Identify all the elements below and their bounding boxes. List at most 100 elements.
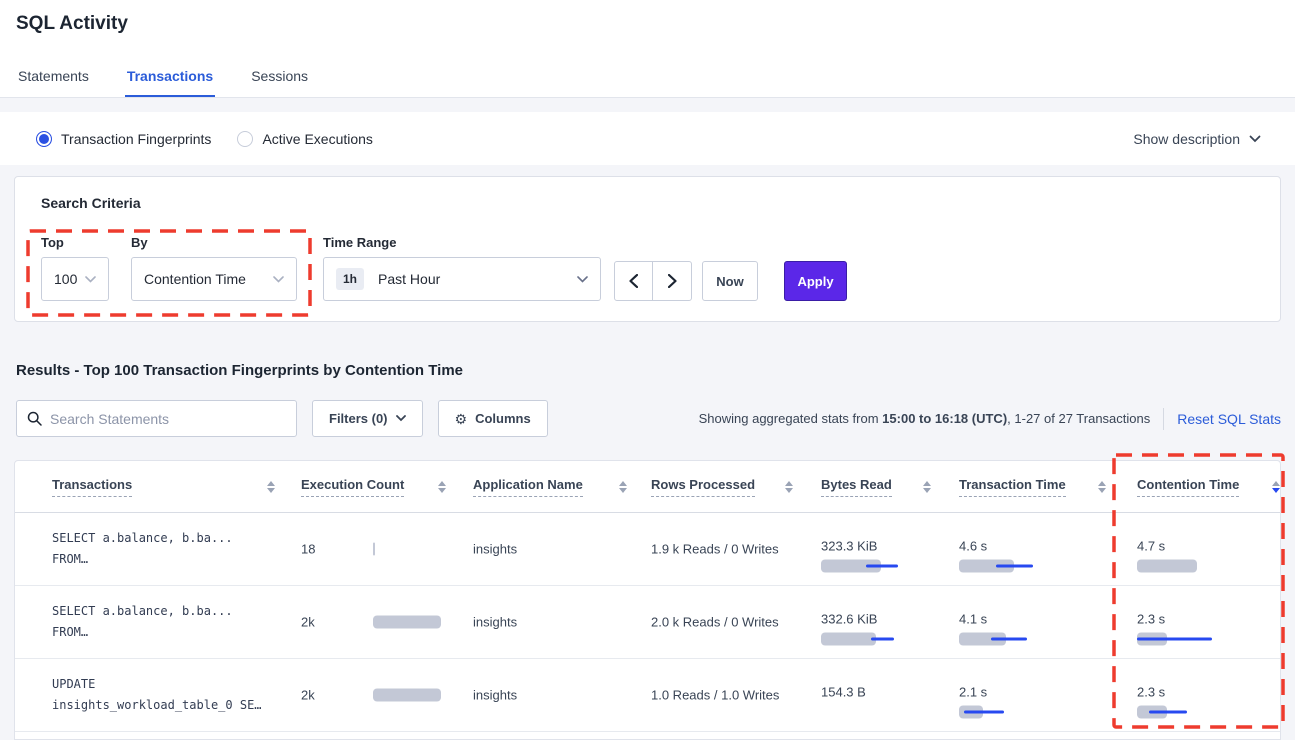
time-range-field-label: Time Range	[323, 235, 397, 250]
stats-time-range: 15:00 to 16:18 (UTC)	[882, 411, 1008, 426]
column-header-execution-count[interactable]: Execution Count	[301, 477, 405, 497]
contention-time-cell: 2.3 s	[1137, 684, 1187, 719]
reset-sql-stats-link[interactable]: Reset SQL Stats	[1177, 410, 1281, 427]
chevron-down-icon	[1249, 135, 1261, 142]
column-header-application-name[interactable]: Application Name	[473, 477, 583, 497]
sort-icon[interactable]	[923, 480, 931, 493]
execution-count-value: 2k	[301, 687, 315, 703]
chevron-down-icon	[273, 275, 284, 283]
time-range-select[interactable]: 1h Past Hour	[323, 257, 601, 301]
contention-time-value: 2.3 s	[1137, 684, 1166, 700]
rows-processed-cell: 2.0 k Reads / 0 Writes	[651, 614, 779, 630]
execution-count-cell: 2k	[301, 688, 461, 703]
results-heading: Results - Top 100 Transaction Fingerprin…	[16, 362, 464, 379]
execution-count-cell: 18	[301, 542, 461, 557]
sort-icon[interactable]	[1098, 480, 1106, 493]
search-icon	[27, 411, 42, 426]
rows-processed-cell: 1.0 Reads / 1.0 Writes	[651, 687, 780, 703]
contention-time-value: 4.7 s	[1137, 538, 1166, 554]
radio-unselected-icon	[237, 130, 254, 147]
gear-icon: ⚙	[454, 410, 468, 427]
filters-button[interactable]: Filters (0)	[312, 400, 423, 437]
bytes-read-value: 154.3 B	[821, 684, 866, 700]
filters-button-label: Filters (0)	[329, 411, 388, 426]
transaction-time-value: 4.1 s	[959, 611, 988, 627]
show-description-toggle[interactable]: Show description	[1133, 131, 1261, 147]
tab-statements[interactable]: Statements	[18, 68, 89, 84]
query-line-1: UPDATE	[52, 677, 96, 691]
sort-icon[interactable]	[619, 480, 627, 493]
column-header-transaction-time[interactable]: Transaction Time	[959, 477, 1066, 497]
chevron-left-icon	[629, 274, 638, 288]
radio-active-executions[interactable]: Active Executions	[237, 130, 373, 147]
table-row: SELECT a.balance, b.ba... FROM… 2k insig…	[15, 586, 1280, 659]
transaction-time-cell: 2.1 s	[959, 685, 1004, 719]
column-header-bytes-read[interactable]: Bytes Read	[821, 477, 892, 497]
radio-selected-icon	[36, 130, 52, 147]
chevron-down-icon	[395, 415, 406, 422]
query-line-2: insights_workload_table_0 SE…	[52, 698, 262, 712]
table-header-row: Transactions Execution Count Application…	[15, 461, 1280, 513]
sort-icon[interactable]	[785, 480, 793, 493]
by-select[interactable]: Contention Time	[131, 257, 297, 301]
bytes-read-cell: 332.6 KiB	[821, 611, 894, 646]
top-field-label: Top	[41, 235, 64, 250]
chevron-right-icon	[667, 274, 677, 288]
transactions-table: Transactions Execution Count Application…	[14, 460, 1281, 740]
application-name-cell: insights	[473, 614, 518, 630]
contention-time-cell: 4.7 s	[1137, 538, 1197, 573]
view-toggle-bar: Transaction Fingerprints Active Executio…	[0, 112, 1295, 165]
bytes-read-cell: 154.3 B	[821, 685, 866, 706]
aggregated-stats-text: Showing aggregated stats from 15:00 to 1…	[699, 411, 1151, 426]
apply-button[interactable]: Apply	[784, 261, 847, 301]
execution-count-bar	[373, 542, 449, 556]
radio-transaction-fingerprints[interactable]: Transaction Fingerprints	[36, 130, 212, 147]
search-criteria-card: Search Criteria Top 100 By Contention Ti…	[14, 176, 1281, 322]
columns-button[interactable]: ⚙ Columns	[437, 400, 548, 437]
transaction-time-value: 4.6 s	[959, 538, 988, 554]
application-name-cell: insights	[473, 687, 518, 703]
by-field-label: By	[131, 235, 148, 250]
now-button[interactable]: Now	[702, 261, 758, 301]
show-description-label: Show description	[1133, 130, 1240, 147]
contention-time-cell: 2.3 s	[1137, 612, 1212, 646]
tab-bar: Statements Transactions Sessions	[16, 68, 310, 97]
radio-label: Transaction Fingerprints	[61, 130, 212, 147]
page-title: SQL Activity	[16, 13, 128, 34]
tab-sessions[interactable]: Sessions	[251, 68, 309, 84]
execution-count-cell: 2k	[301, 615, 461, 630]
transaction-query-link[interactable]: SELECT a.balance, b.ba... FROM…	[52, 601, 233, 643]
application-name-cell: insights	[473, 541, 518, 557]
transaction-query-link[interactable]: SELECT a.balance, b.ba... FROM…	[52, 528, 233, 570]
column-header-rows-processed[interactable]: Rows Processed	[651, 477, 756, 497]
search-statements-box	[16, 400, 297, 437]
column-header-contention-time[interactable]: Contention Time	[1137, 477, 1240, 497]
query-line-2: FROM…	[52, 552, 89, 566]
query-line-1: SELECT a.balance, b.ba...	[52, 604, 233, 618]
by-select-value: Contention Time	[144, 271, 246, 287]
results-toolbar: Filters (0) ⚙ Columns Showing aggregated…	[16, 400, 1281, 437]
sort-icon[interactable]	[267, 480, 275, 493]
search-statements-input[interactable]	[50, 410, 286, 427]
sort-icon[interactable]	[438, 480, 446, 493]
sort-icon-active-desc[interactable]	[1272, 480, 1280, 493]
execution-count-bar	[373, 688, 449, 702]
execution-count-value: 18	[301, 541, 316, 557]
time-range-step-buttons	[614, 261, 692, 301]
search-criteria-heading: Search Criteria	[41, 195, 141, 211]
column-header-transactions[interactable]: Transactions	[52, 477, 133, 497]
bytes-read-value: 332.6 KiB	[821, 611, 878, 627]
chevron-down-icon	[577, 275, 588, 283]
previous-time-range-button[interactable]	[615, 262, 654, 300]
top-select[interactable]: 100	[41, 257, 109, 301]
query-line-2: FROM…	[52, 625, 89, 639]
stats-prefix: Showing aggregated stats from	[698, 411, 883, 426]
columns-button-label: Columns	[475, 411, 531, 426]
next-time-range-button[interactable]	[653, 262, 691, 300]
time-range-value: Past Hour	[378, 271, 441, 287]
top-select-value: 100	[54, 271, 78, 287]
tab-transactions[interactable]: Transactions	[124, 68, 216, 97]
execution-count-bar	[373, 615, 449, 629]
bytes-read-value: 323.3 KiB	[821, 538, 878, 554]
transaction-query-link[interactable]: UPDATE insights_workload_table_0 SE…	[52, 674, 262, 716]
